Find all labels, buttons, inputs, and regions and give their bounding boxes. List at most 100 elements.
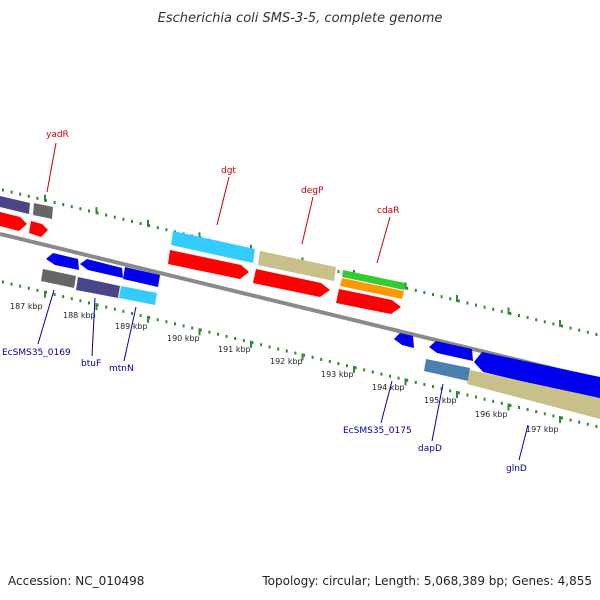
gene-label-dgt: dgt [221, 166, 236, 176]
tick-dot [199, 328, 202, 332]
scale-label-188: 188 kbp [63, 311, 96, 320]
gene-label-mtnN: mtnN [109, 364, 134, 374]
tick-dot [62, 295, 65, 299]
scale-label-196: 196 kbp [475, 410, 508, 419]
label-leader [37, 289, 55, 345]
gene-block-navy [76, 277, 120, 298]
major-tick [95, 207, 98, 215]
label-leader [376, 216, 391, 264]
tick-dot [260, 343, 262, 347]
tick-dot [526, 316, 529, 320]
tick-dot [148, 224, 151, 228]
tick-dot [131, 219, 133, 223]
gene-block-green [342, 270, 405, 290]
tick-dot [423, 291, 426, 294]
tick-dot [466, 301, 469, 305]
major-tick [198, 232, 201, 240]
gene-blocks [0, 196, 600, 419]
scale-label-189: 189 kbp [115, 322, 148, 331]
gene-arrow-red [336, 289, 401, 314]
tick-dot [535, 410, 538, 414]
gene-arrow-red [29, 221, 48, 237]
tick-dot [242, 339, 245, 343]
tick-dot [251, 341, 254, 345]
tick-dot [113, 307, 116, 311]
tick-dot [363, 368, 366, 372]
scale-label-190: 190 kbp [167, 334, 200, 343]
tick-dot [70, 205, 73, 209]
tick-dot [552, 322, 555, 326]
label-leader [301, 196, 314, 245]
genome-summary-text: Topology: circular; Length: 5,068,389 bp… [261, 574, 592, 588]
tick-dot [2, 280, 4, 284]
tick-dot [328, 360, 331, 363]
label-leader [216, 176, 230, 226]
tick-dot [457, 299, 460, 303]
gene-block-orange [340, 278, 404, 299]
tick-dot [277, 347, 280, 351]
tick-dot [457, 391, 460, 395]
tick-dot [337, 362, 340, 366]
tick-dot [371, 370, 374, 374]
tick-dot [285, 349, 288, 353]
tick-dot [122, 309, 125, 313]
gene-label-cdaR: cdaR [377, 206, 399, 216]
label-leader [518, 424, 529, 461]
major-tick [559, 416, 561, 423]
tick-dot [139, 222, 142, 225]
tick-dot [10, 282, 13, 286]
major-tick [507, 403, 510, 411]
gene-block-navy [0, 196, 30, 214]
tick-dot [217, 332, 219, 336]
tick-dot [320, 357, 323, 361]
tick-dot [414, 288, 417, 292]
tick-dot [432, 293, 434, 297]
tick-dot [96, 211, 99, 215]
scale-label-192: 192 kbp [270, 357, 303, 366]
major-tick [353, 365, 355, 373]
tick-dot [586, 330, 589, 334]
tick-dot [148, 316, 151, 320]
tick-dot [389, 374, 391, 378]
gene-block-gray [33, 203, 53, 219]
tick-dot [303, 353, 305, 357]
tick-dot [294, 351, 297, 355]
gene-block-cyan [119, 286, 157, 305]
tick-dot [36, 288, 39, 292]
tick-dot [483, 305, 486, 309]
tick-dot [88, 301, 90, 305]
tick-dot [268, 345, 271, 349]
accession-text: Accession: NC_010498 [8, 574, 144, 588]
upper-gene-labels: yadR dgt degP cdaR [46, 130, 399, 264]
scale-label-193: 193 kbp [321, 370, 354, 379]
tick-dot [27, 194, 30, 198]
gene-arrow-blue [80, 259, 123, 278]
tick-dot [53, 201, 56, 204]
tick-dot [578, 328, 581, 332]
label-leader [380, 380, 393, 424]
tick-dot [561, 324, 563, 328]
gene-arrow-red [168, 250, 249, 279]
tick-dot [406, 286, 409, 290]
tick-dot [79, 299, 82, 303]
tick-dot [79, 207, 82, 211]
tick-dot [518, 314, 520, 317]
tick-dot [105, 213, 108, 217]
tick-dot [535, 318, 538, 322]
tick-dot [165, 228, 168, 232]
scale-label-195: 195 kbp [424, 396, 457, 405]
major-tick [404, 282, 407, 290]
gene-block-blue [123, 267, 160, 287]
tick-dot [578, 420, 581, 424]
tick-dot [595, 424, 598, 428]
gene-label-EcSMS35_0175: EcSMS35_0175 [343, 426, 412, 436]
tick-dot [440, 295, 443, 299]
tick-dot [234, 337, 237, 340]
tick-dot [561, 416, 563, 420]
gene-label-EcSMS35_0169: EcSMS35_0169 [2, 348, 71, 358]
tick-dot [337, 270, 340, 274]
label-leader [91, 297, 96, 357]
major-tick [44, 290, 46, 298]
tick-dot [156, 226, 159, 230]
